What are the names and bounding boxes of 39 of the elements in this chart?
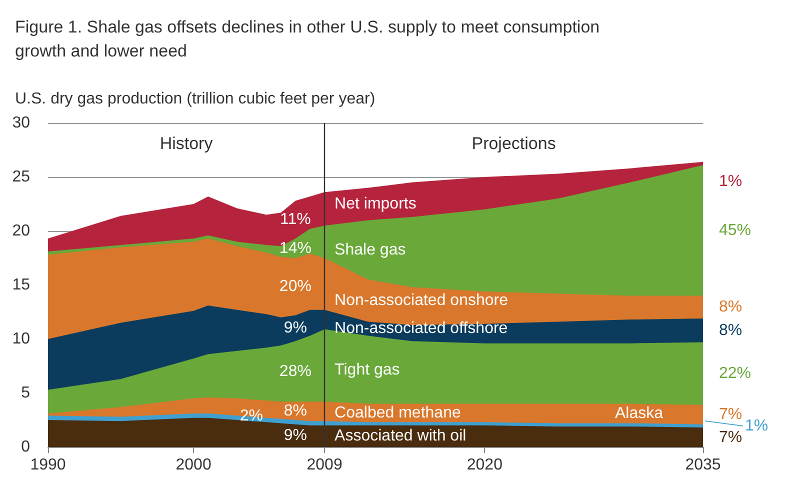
annotation: 14% — [279, 240, 312, 257]
series-label: Non-associated onshore — [334, 292, 508, 310]
series-label: Non-associated offshore — [334, 320, 508, 338]
annotation: 11% — [280, 211, 311, 228]
annotation: History — [160, 134, 214, 153]
text: 45% — [719, 222, 752, 239]
x-tick-label: 2020 — [466, 456, 503, 474]
text: 1% — [745, 417, 768, 434]
x-tick-label: 1990 — [30, 456, 66, 474]
annotation: 20% — [279, 278, 312, 296]
y-tick-label: 25 — [12, 168, 30, 186]
series-label: Tight gas — [334, 361, 400, 378]
y-axis-title: U.S. dry gas production (trillion cubic feet per year) — [15, 90, 376, 108]
series-label: Shale gas — [334, 241, 406, 258]
chart-title: Figure 1. Shale gas offsets declines in other U.S. supply to meet consumption growth and lower need — [15, 18, 604, 60]
y-tick-label: 10 — [12, 330, 30, 348]
y-tick-label: 0 — [21, 438, 30, 456]
text: 8% — [719, 322, 742, 339]
text: 8% — [719, 298, 742, 316]
y-tick-label: 30 — [12, 114, 30, 132]
text: 1% — [719, 173, 742, 190]
text: 7% — [719, 428, 742, 446]
series-label: Coalbed methane — [334, 404, 461, 422]
x-tick-label: 2035 — [685, 456, 721, 474]
y-tick-label: 5 — [21, 384, 30, 402]
annotation: 8% — [284, 402, 308, 420]
series-label: Net imports — [334, 196, 416, 212]
series-label: Alaska — [614, 404, 664, 422]
text: 22% — [719, 365, 752, 382]
annotation: 9% — [284, 427, 308, 444]
y-tick-label: 20 — [12, 222, 30, 240]
text: 7% — [719, 406, 742, 424]
x-tick-label: 2009 — [306, 456, 342, 474]
annotation: 28% — [279, 362, 312, 380]
y-tick-label: 15 — [12, 276, 30, 294]
x-tick-label: 2000 — [176, 456, 212, 474]
series-label: Associated with oil — [334, 428, 466, 445]
annotation: Projections — [472, 134, 556, 153]
annotation: 9% — [284, 320, 308, 337]
